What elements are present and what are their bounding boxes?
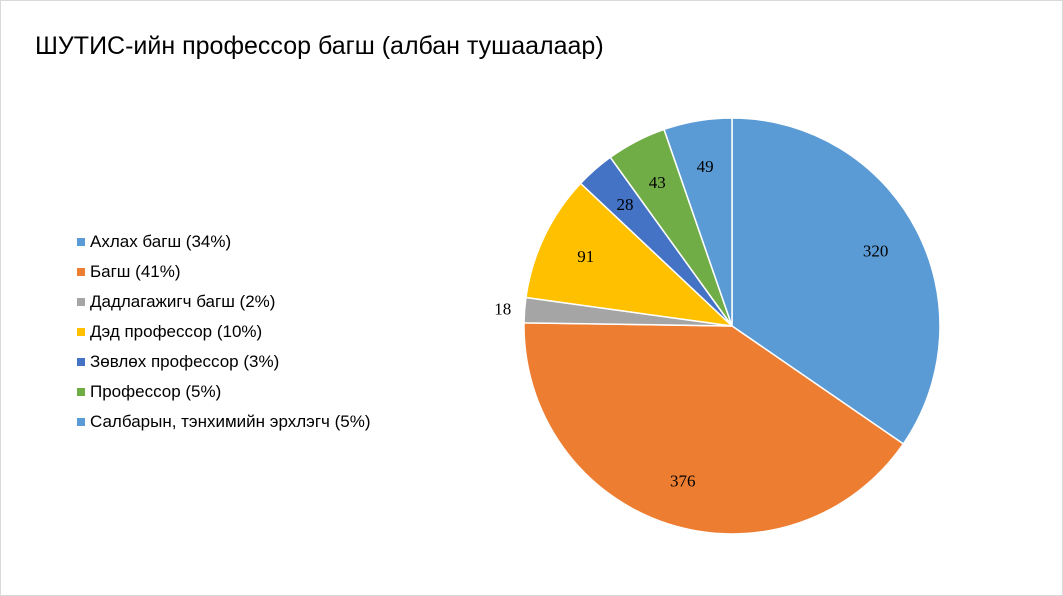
legend-label: Зөвлөх профессор (3%) [90, 352, 280, 371]
legend-label: Профессор (5%) [90, 382, 222, 401]
chart-title: ШУТИС-ийн профессор багш (албан тушаалаа… [35, 32, 604, 60]
data-label: 376 [670, 472, 696, 491]
pie-slice [525, 182, 735, 328]
legend-label: Ахлах багш (34%) [90, 232, 232, 251]
legend-swatch [77, 298, 85, 306]
legend-label: Салбарын, тэнхимийн эрхлэгч (5%) [90, 412, 371, 431]
legend-item: Салбарын, тэнхимийн эрхлэгч (5%) [77, 407, 371, 437]
legend-item: Профессор (5%) [77, 377, 371, 407]
legend-swatch [77, 388, 85, 396]
data-label: 320 [863, 242, 889, 261]
legend-item: Ахлах багш (34%) [77, 227, 371, 257]
pie-slice [663, 117, 733, 327]
pie-slice [731, 117, 941, 445]
legend-item: Багш (41%) [77, 257, 371, 287]
legend-swatch [77, 268, 85, 276]
legend-item: Дэд профессор (10%) [77, 317, 371, 347]
data-label: 91 [577, 247, 594, 266]
legend-label: Дэд профессор (10%) [90, 322, 263, 341]
legend-item: Зөвлөх профессор (3%) [77, 347, 371, 377]
legend-label: Дадлагажигч багш (2%) [90, 292, 276, 311]
legend-swatch [77, 238, 85, 246]
data-label: 43 [649, 173, 666, 192]
legend-swatch [77, 328, 85, 336]
legend-swatch [77, 358, 85, 366]
legend: Ахлах багш (34%) Багш (41%) Дадлагажигч ба… [77, 227, 371, 437]
legend-swatch [77, 418, 85, 426]
pie-slice [523, 322, 905, 535]
legend-item: Дадлагажигч багш (2%) [77, 287, 371, 317]
data-label: 18 [494, 299, 511, 318]
data-label: 49 [697, 157, 714, 176]
data-label: 28 [617, 195, 634, 214]
legend-label: Багш (41%) [90, 262, 181, 281]
